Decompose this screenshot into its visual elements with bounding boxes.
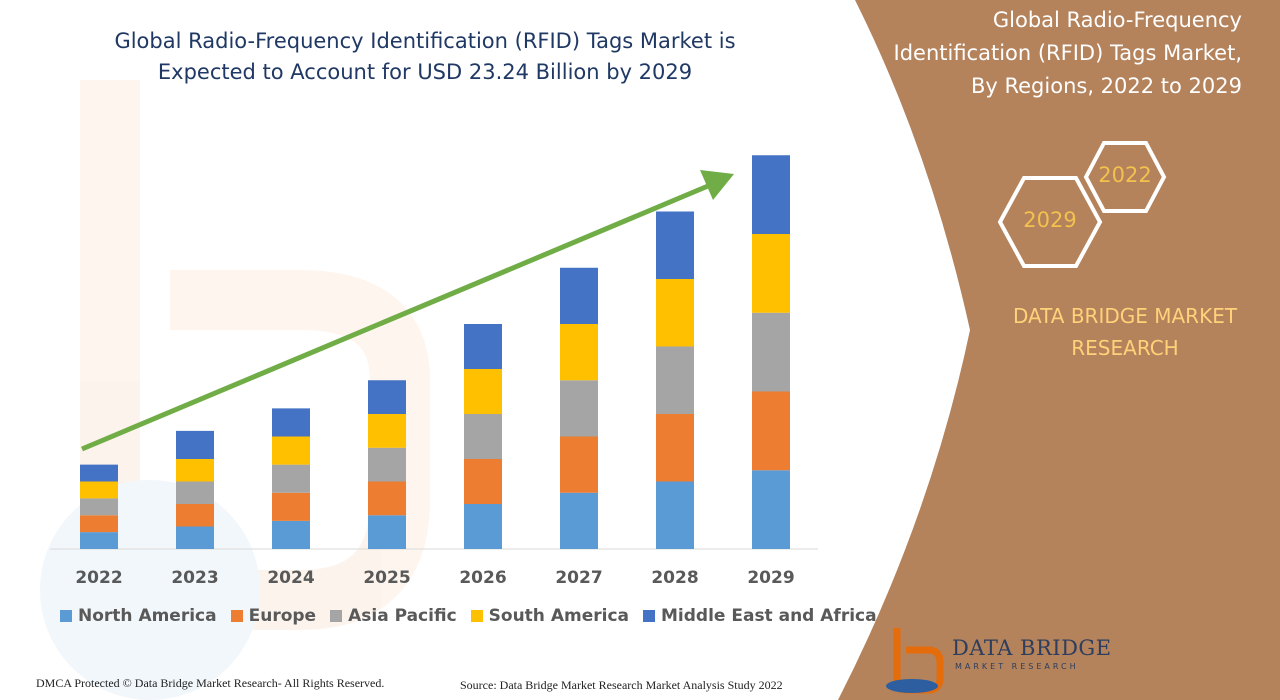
bar-segment-2026-middle-east-and-africa (464, 324, 502, 369)
data-bridge-logo-icon (886, 628, 944, 694)
hexagon-2029-icon (997, 176, 1103, 268)
bar-segment-2029-asia-pacific (752, 312, 790, 392)
footer-copyright: DMCA Protected © Data Bridge Market Rese… (36, 676, 385, 690)
bar-segment-2025-asia-pacific (368, 447, 406, 482)
bar-segment-2024-north-america (272, 520, 310, 549)
legend-swatch (470, 610, 483, 622)
legend-swatch (60, 610, 72, 622)
bar-segment-2027-north-america (560, 492, 598, 549)
x-tick-label-2023: 2023 (171, 568, 218, 588)
x-tick-label-2026: 2026 (459, 568, 506, 588)
bar-segment-2027-asia-pacific (560, 380, 598, 437)
bar-segment-2022-asia-pacific (80, 498, 118, 516)
side-panel-shape (838, 0, 1280, 700)
bar-segment-2024-asia-pacific (272, 464, 310, 493)
trend-arrow-head-icon (700, 170, 734, 200)
x-tick-label-2024: 2024 (267, 568, 314, 588)
legend-item-asia-pacific: Asia Pacific (330, 606, 457, 626)
bar-segment-2026-south-america (464, 369, 502, 414)
legend-swatch (330, 610, 343, 622)
x-tick-label-2027: 2027 (555, 568, 602, 588)
side-panel-title: Global Radio-Frequency Identification (R… (842, 4, 1243, 103)
side-title-line-3: By Regions, 2022 to 2029 (970, 74, 1242, 98)
legend-label: Europe (248, 606, 317, 626)
bar-segment-2027-europe (560, 436, 598, 493)
bar-segment-2029-north-america (752, 470, 790, 549)
legend-item-middle-east-and-africa: Middle East and Africa (643, 606, 877, 626)
legend-item-europe: Europe (230, 606, 317, 626)
trend-arrow-line (81, 183, 709, 452)
legend-swatch (643, 610, 655, 622)
hex-label-2029: 2029 (1023, 208, 1077, 232)
legend-label: North America (78, 606, 217, 626)
bar-segment-2026-asia-pacific (464, 414, 502, 459)
bar-segment-2029-south-america (752, 234, 790, 313)
bar-segment-2028-south-america (656, 279, 694, 347)
brand-text: DATA BRIDGE MARKET RESEARCH (985, 300, 1265, 364)
logo-subtitle: MARKET RESEARCH (955, 662, 1079, 671)
bar-segment-2029-europe (752, 391, 790, 471)
bar-segment-2027-south-america (560, 324, 598, 381)
bar-segment-2024-europe (272, 492, 310, 521)
bar-segment-2028-middle-east-and-africa (656, 211, 694, 279)
brand-text-line-2: RESEARCH (1071, 336, 1179, 360)
x-tick-label-2028: 2028 (651, 568, 698, 588)
bar-segment-2022-south-america (80, 481, 118, 499)
bar-segment-2028-north-america (656, 481, 694, 549)
legend-item-south-america: South America (470, 606, 629, 626)
legend-label: Middle East and Africa (661, 606, 877, 626)
chart-title-line-2: Expected to Account for USD 23.24 Billio… (157, 60, 693, 84)
bar-segment-2023-europe (176, 504, 214, 527)
bar-segment-2028-asia-pacific (656, 346, 694, 414)
x-tick-label-2022: 2022 (75, 568, 122, 588)
bar-segment-2022-north-america (80, 532, 118, 549)
bar-segment-2023-middle-east-and-africa (176, 430, 214, 459)
chart-title: Global Radio-Frequency Identification (R… (40, 26, 810, 88)
legend-item-north-america: North America (60, 606, 217, 626)
bar-segment-2025-europe (368, 481, 406, 516)
bar-segment-2029-middle-east-and-africa (752, 155, 790, 234)
brand-text-line-1: DATA BRIDGE MARKET (1012, 304, 1238, 328)
bar-segment-2023-asia-pacific (176, 481, 214, 504)
chart-title-line-1: Global Radio-Frequency Identification (R… (114, 29, 736, 53)
footer-source: Source: Data Bridge Market Research Mark… (460, 678, 783, 692)
chart-legend: North America Europe Asia Pacific South Ame… (60, 606, 877, 626)
logo-name: DATA BRIDGE (952, 636, 1112, 660)
side-title-line-1: Global Radio-Frequency (992, 8, 1242, 32)
x-tick-label-2025: 2025 (363, 568, 410, 588)
bar-segment-2022-middle-east-and-africa (80, 464, 118, 482)
legend-swatch (230, 610, 243, 622)
legend-label: Asia Pacific (348, 606, 457, 626)
legend-label: South America (488, 606, 629, 626)
bar-segment-2026-north-america (464, 504, 502, 549)
x-tick-label-2029: 2029 (747, 568, 794, 588)
hex-label-2022: 2022 (1098, 163, 1152, 187)
bar-segment-2023-south-america (176, 459, 214, 482)
bar-segment-2024-south-america (272, 436, 310, 465)
bar-segment-2024-middle-east-and-africa (272, 408, 310, 437)
hexagon-2022-icon (1083, 141, 1167, 213)
bar-segment-2025-south-america (368, 414, 406, 448)
side-title-line-2: Identification (RFID) Tags Market, (893, 41, 1243, 65)
bar-segment-2025-north-america (368, 515, 406, 549)
bar-segment-2022-europe (80, 515, 118, 533)
bar-segment-2023-north-america (176, 526, 214, 549)
bar-segment-2026-europe (464, 459, 502, 504)
bar-segment-2025-middle-east-and-africa (368, 380, 406, 414)
bar-segment-2028-europe (656, 414, 694, 482)
bar-segment-2027-middle-east-and-africa (560, 267, 598, 324)
